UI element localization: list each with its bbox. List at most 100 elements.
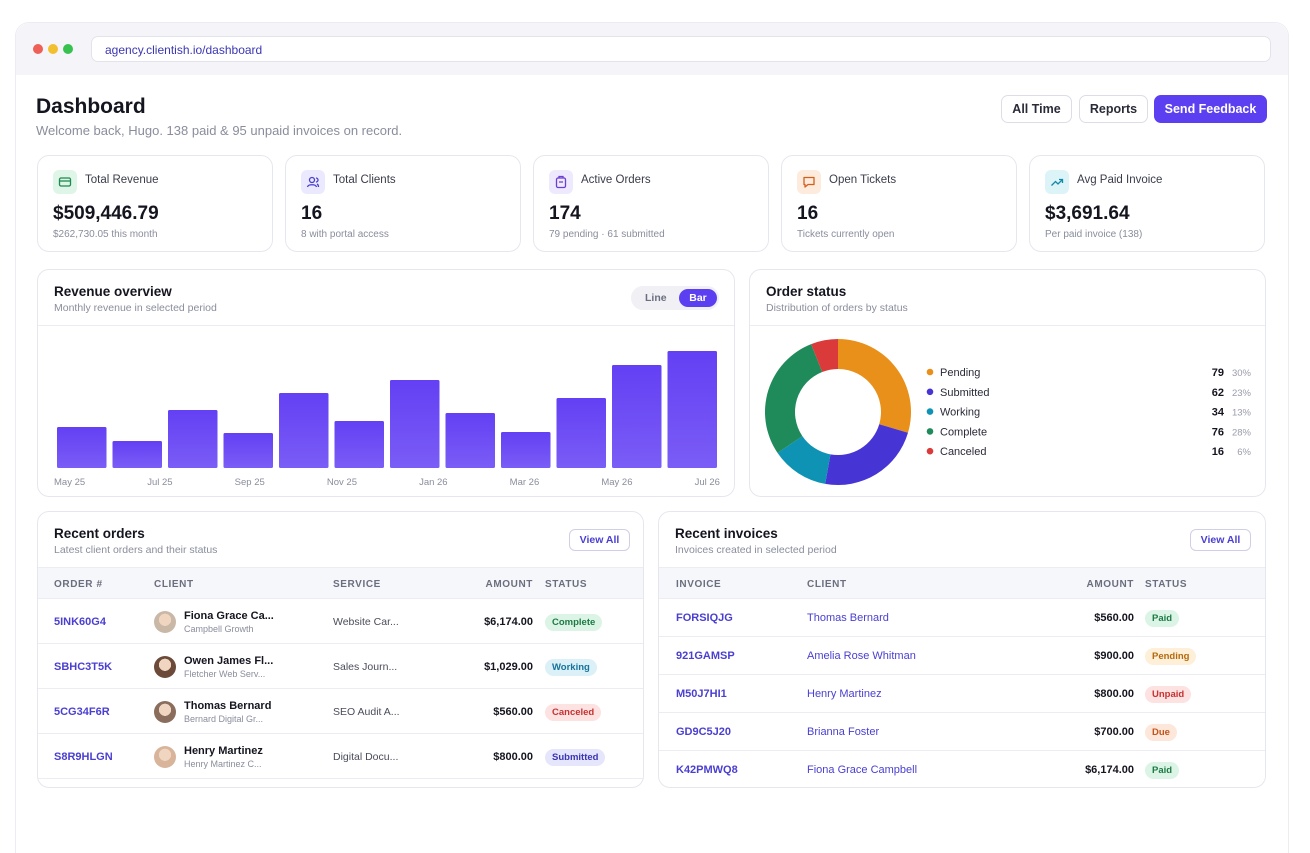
- all-time-button[interactable]: All Time: [1001, 95, 1072, 123]
- panel-subtitle: Monthly revenue in selected period: [54, 302, 217, 314]
- status-pill: Canceled: [545, 703, 602, 721]
- status-pill: Paid: [1145, 610, 1180, 627]
- stat-value: 16: [797, 203, 819, 224]
- bar: [57, 427, 107, 468]
- client-name: Brianna Foster: [807, 726, 880, 738]
- donut-chart: Pending 79 30% Submitted 62 23% Working 34 13% Co…: [765, 339, 1252, 485]
- order-id: 5INK60G4: [54, 615, 106, 628]
- amount: $700.00: [1094, 726, 1134, 738]
- toggle-line[interactable]: Line: [645, 292, 667, 304]
- browser-bar: agency.clientish.io/dashboard: [16, 23, 1288, 75]
- table-row: K42PMWQ8 Fiona Grace Campbell $6,174.00 Pai…: [659, 751, 1265, 787]
- status-pill: Unpaid: [1145, 686, 1192, 703]
- page-subtitle: Welcome back, Hugo. 138 paid & 95 unpaid…: [36, 123, 403, 138]
- stat-value: $3,691.64: [1045, 203, 1130, 224]
- avatar: [154, 610, 176, 633]
- stat-label: Open Tickets: [829, 174, 897, 186]
- donut-slice: [825, 424, 908, 485]
- bar: [445, 413, 495, 468]
- service: SEO Audit A...: [333, 705, 400, 718]
- icon: [301, 170, 325, 194]
- x-tick-label: Sep 25: [234, 477, 265, 488]
- legend-dot: [926, 368, 934, 376]
- close-dot[interactable]: [33, 44, 43, 54]
- url-bar[interactable]: agency.clientish.io/dashboard: [91, 36, 1271, 62]
- column-header: INVOICE: [676, 579, 722, 590]
- maximize-dot[interactable]: [63, 44, 73, 54]
- legend-label: Submitted: [940, 387, 990, 399]
- x-tick-label: Nov 25: [326, 477, 357, 488]
- panel-title: Revenue overview: [54, 284, 172, 299]
- stat-note: $262,730.05 this month: [53, 229, 158, 240]
- legend-value: 79: [1212, 367, 1224, 379]
- table-row: M50J7HI1 Henry Martinez $800.00 Unpaid: [659, 675, 1265, 713]
- legend-share: 30%: [1232, 368, 1252, 379]
- table-row: GD9C5J20 Brianna Foster $700.00 Due: [659, 713, 1265, 751]
- client-company: Bernard Digital Gr...: [184, 713, 264, 724]
- service: Digital Docu...: [333, 750, 399, 763]
- avatar: [154, 745, 176, 768]
- view-all-button[interactable]: View All: [1190, 529, 1251, 551]
- order-id: SBHC3T5K: [54, 660, 113, 673]
- stat-label: Total Revenue: [85, 174, 159, 186]
- amount: $1,029.00: [484, 660, 533, 673]
- amount: $900.00: [1094, 650, 1134, 662]
- x-tick-label: Mar 26: [509, 477, 540, 488]
- panel-title: Order status: [766, 284, 847, 299]
- legend-dot: [926, 388, 934, 396]
- view-all-button[interactable]: View All: [569, 529, 630, 551]
- legend-share: 28%: [1232, 427, 1252, 438]
- icon: [1045, 170, 1069, 194]
- client-name: Henry Martinez: [807, 688, 882, 700]
- panel-subtitle: Invoices created in selected period: [675, 544, 837, 556]
- panel-title: Recent invoices: [675, 526, 778, 541]
- stat-note: Tickets currently open: [797, 229, 895, 240]
- recent-orders-panel: Recent orders Latest client orders and t…: [37, 511, 644, 788]
- donut-slice: [777, 436, 831, 484]
- status-pill: Working: [545, 658, 597, 676]
- legend-label: Pending: [940, 367, 980, 379]
- icon: [53, 170, 77, 194]
- order-status-panel: Order status Distribution of orders by s…: [749, 269, 1266, 497]
- client-name: Fiona Grace Ca...: [184, 609, 274, 622]
- stat-value: $509,446.79: [53, 203, 159, 224]
- client-name: Thomas Bernard: [807, 612, 889, 624]
- send-feedback-button[interactable]: Send Feedback: [1154, 95, 1267, 123]
- bar: [112, 441, 162, 468]
- client-name: Thomas Bernard: [184, 699, 272, 712]
- panel-title: Recent orders: [54, 526, 145, 541]
- donut-slice: [765, 344, 823, 453]
- toggle-bar[interactable]: Bar: [679, 289, 717, 307]
- bar: [556, 398, 606, 468]
- stat-note: 79 pending · 61 submitted: [549, 229, 665, 240]
- bar: [168, 410, 218, 468]
- status-pill: Paid: [1145, 762, 1180, 779]
- column-header: ORDER #: [54, 579, 103, 590]
- minimize-dot[interactable]: [48, 44, 58, 54]
- stat-label: Total Clients: [333, 174, 396, 186]
- column-header: CLIENT: [807, 579, 847, 590]
- client-company: Henry Martinez C...: [184, 758, 262, 769]
- table-row: SBHC3T5K Owen James Fl... Fletcher Web Ser…: [38, 644, 643, 689]
- stat-card: Open Tickets 16 Tickets currently open: [781, 155, 1017, 252]
- legend-label: Working: [940, 407, 980, 419]
- legend-share: 6%: [1237, 447, 1251, 458]
- client-company: Fletcher Web Serv...: [184, 668, 266, 679]
- service: Sales Journ...: [333, 660, 398, 673]
- stat-value: 16: [301, 203, 323, 224]
- reports-button[interactable]: Reports: [1079, 95, 1148, 123]
- legend-value: 62: [1212, 387, 1224, 399]
- amount: $6,174.00: [1085, 764, 1134, 776]
- amount: $800.00: [1094, 688, 1134, 700]
- invoice-id: M50J7HI1: [676, 688, 727, 700]
- stat-card: Avg Paid Invoice $3,691.64 Per paid invo…: [1029, 155, 1265, 252]
- legend-label: Canceled: [940, 446, 986, 458]
- bar: [279, 393, 329, 468]
- x-tick-label: Jul 26: [694, 477, 720, 488]
- status-pill: Due: [1145, 724, 1177, 741]
- table-row: S8R9HLGN Henry Martinez Henry Martinez C..…: [38, 734, 643, 779]
- column-header: AMOUNT: [485, 579, 533, 590]
- invoice-id: K42PMWQ8: [676, 764, 738, 776]
- divider: [750, 325, 1265, 326]
